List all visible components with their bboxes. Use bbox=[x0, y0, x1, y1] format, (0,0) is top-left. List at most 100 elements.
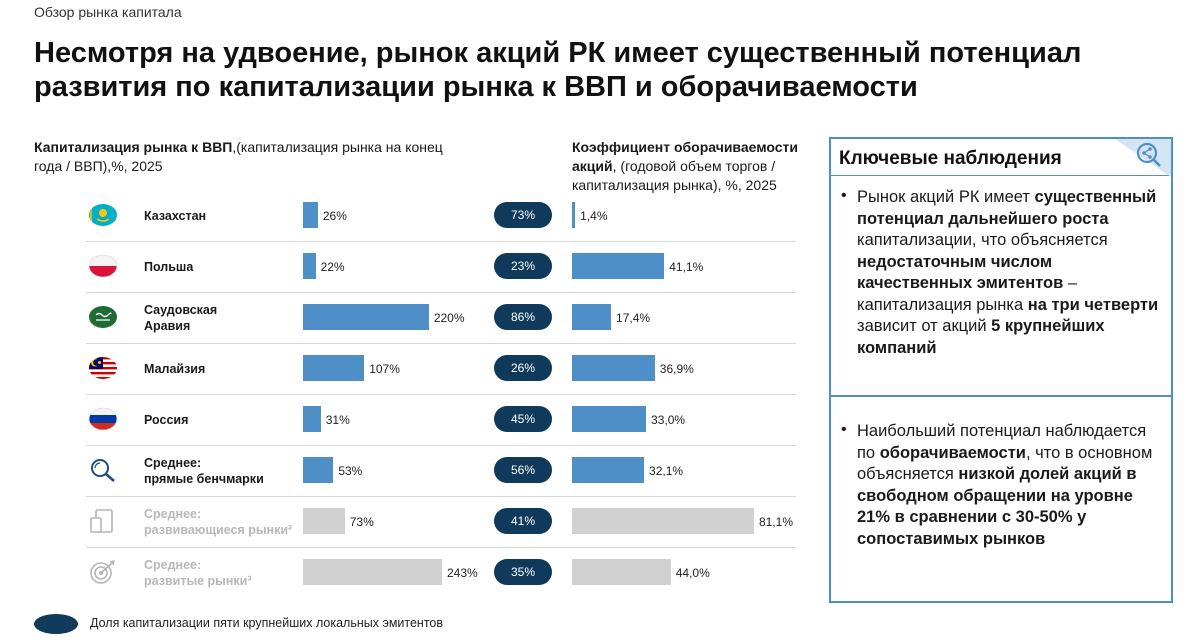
observation-fragment: Наибольший потенциал наблюдается по bbox=[857, 422, 1147, 462]
capitalization-bar bbox=[303, 457, 334, 483]
turnover-bar bbox=[572, 202, 576, 228]
row-label-line2: развитые рынки³ bbox=[144, 573, 252, 588]
group-1-bar: 1 bbox=[43, 356, 55, 379]
turnover-value-label: 81,1% bbox=[759, 514, 794, 529]
turnover-value-label: 17,4% bbox=[616, 310, 651, 325]
left-chart-subtitle: ,(капитализация рынка на конец года / ВВ… bbox=[34, 139, 443, 174]
turnover-bar bbox=[572, 508, 754, 534]
capitalization-value-label: 107% bbox=[369, 361, 400, 376]
left-chart-header: Капитализация рынка к ВВП,(капитализация… bbox=[34, 138, 454, 176]
page-title: Несмотря на удвоение, рынок акций РК име… bbox=[34, 37, 1082, 103]
legend-marker bbox=[34, 614, 78, 634]
row-label-line1: Среднее: bbox=[144, 506, 202, 521]
chart-row: Малайзия 107% 26% 36,9% bbox=[86, 343, 796, 395]
row-label: Россия bbox=[144, 394, 294, 445]
top5-share-pill: 86% bbox=[494, 304, 552, 330]
row-label-line2: Аравия bbox=[144, 318, 191, 333]
right-chart-header: Коэффициент оборачиваемости акций, (годо… bbox=[572, 138, 824, 195]
row-label-line1: Среднее: bbox=[144, 557, 202, 572]
capitalization-value-label: 26% bbox=[322, 208, 347, 223]
top5-share-pill: 23% bbox=[494, 253, 552, 279]
devices-icon bbox=[90, 509, 113, 533]
top5-share-pill: 56% bbox=[494, 457, 552, 483]
row-label-line1: Среднее: bbox=[144, 455, 202, 470]
turnover-bar bbox=[572, 559, 671, 585]
chart-row: Казахстан 26% 73% 1,4% bbox=[86, 190, 796, 242]
row-label-line1: Казахстан bbox=[144, 208, 207, 223]
key-observations-title: Ключевые наблюдения bbox=[839, 148, 1062, 169]
turnover-value-label: 36,9% bbox=[659, 361, 694, 376]
row-label: Польша bbox=[144, 241, 294, 292]
chart-row: Саудовская Аравия 220% 86% 17,4% bbox=[86, 292, 796, 344]
row-label-line1: Малайзия bbox=[144, 361, 206, 376]
left-chart-title: Капитализация рынка к ВВП bbox=[34, 139, 233, 155]
right-chart-subtitle: , (годовой объем торгов / капитализация … bbox=[572, 158, 777, 193]
observation-fragment: недостаточным числом качественных эмитен… bbox=[857, 252, 1064, 293]
turnover-bar bbox=[572, 253, 665, 279]
chart-row: Среднее: развитые рынки³ 243% 35% 44,0% bbox=[86, 547, 796, 598]
turnover-value-label: 44,0% bbox=[675, 565, 710, 580]
capitalization-value-label: 22% bbox=[320, 259, 345, 274]
observation-fragment: Рынок акций РК имеет bbox=[857, 188, 1035, 206]
top5-share-pill: 41% bbox=[494, 508, 552, 534]
chart-row: Польша 22% 23% 41,1% bbox=[86, 241, 796, 293]
observation-fragment: существенный потенциал дальнейшего роста bbox=[857, 188, 1157, 228]
turnover-bar bbox=[572, 355, 655, 381]
row-label: Среднее: развивающиеся рынки² bbox=[144, 496, 294, 547]
capitalization-bar bbox=[303, 304, 429, 330]
capitalization-bar bbox=[303, 508, 345, 534]
observation-text-2: Наибольший потенциал наблюдается по обор… bbox=[857, 421, 1163, 550]
capitalization-value-label: 31% bbox=[325, 412, 350, 427]
observation-fragment: – капитализация рынка bbox=[857, 274, 1078, 314]
top5-share-pill: 26% bbox=[494, 355, 552, 381]
poland-flag bbox=[88, 254, 118, 278]
kazakhstan-flag bbox=[89, 204, 117, 226]
row-label: Среднее: развитые рынки³ bbox=[144, 547, 294, 598]
malaysia-flag bbox=[89, 357, 117, 379]
search-share-icon bbox=[1136, 142, 1161, 167]
russia-flag bbox=[88, 407, 118, 431]
observation-block-1: • Рынок акций РК имеет существенный поте… bbox=[831, 175, 1171, 397]
capitalization-value-label: 53% bbox=[338, 463, 363, 478]
capitalization-value-label: 243% bbox=[447, 565, 478, 580]
section-overline: Обзор рынка капитала bbox=[34, 4, 182, 20]
bullet-dot: • bbox=[841, 421, 847, 438]
magnifier-icon bbox=[91, 459, 115, 482]
chart-row: Среднее: развивающиеся рынки² 73% 41% 81,1% bbox=[86, 496, 796, 548]
chart-row: Россия 31% 45% 33,0% bbox=[86, 394, 796, 446]
turnover-value-label: 32,1% bbox=[649, 463, 684, 478]
capitalization-bar bbox=[303, 559, 442, 585]
turnover-bar bbox=[572, 304, 612, 330]
observation-fragment: капитализации, что объясняется bbox=[857, 231, 1108, 249]
observation-fragment: оборачиваемости bbox=[879, 443, 1026, 462]
bullet-dot: • bbox=[841, 187, 847, 204]
saudi-arabia-flag bbox=[89, 306, 117, 328]
row-label: Среднее: прямые бенчмарки bbox=[144, 445, 294, 496]
key-observations-panel: Ключевые наблюдения • Рынок акций РК име… bbox=[829, 137, 1173, 603]
target-icon bbox=[90, 560, 115, 584]
observation-text-1: Рынок акций РК имеет существенный потенц… bbox=[857, 187, 1163, 359]
turnover-value-label: 41,1% bbox=[669, 259, 704, 274]
observation-fragment: , что в основном объясняется bbox=[857, 443, 1153, 484]
chart-row: Среднее: прямые бенчмарки 53% 56% 32,1% bbox=[86, 445, 796, 497]
turnover-value-label: 1,4% bbox=[580, 208, 608, 223]
capitalization-value-label: 73% bbox=[349, 514, 374, 529]
observation-fragment: низкой долей акций в свободном обращении… bbox=[857, 465, 1137, 548]
group-2-bar: 2 bbox=[43, 537, 55, 559]
top5-share-pill: 35% bbox=[494, 559, 552, 585]
row-label-line1: Россия bbox=[144, 412, 189, 427]
observation-fragment: 5 крупнейших компаний bbox=[857, 317, 1105, 357]
row-label-line1: Польша bbox=[144, 259, 194, 274]
row-label-line1: Саудовская bbox=[144, 302, 218, 317]
row-label-line2: прямые бенчмарки bbox=[144, 471, 264, 486]
right-chart-title: Коэффициент оборачиваемости акций bbox=[572, 139, 799, 174]
turnover-bar bbox=[572, 457, 645, 483]
observation-fragment: зависит от акций bbox=[857, 317, 992, 335]
capitalization-bar bbox=[303, 355, 365, 381]
top5-share-pill: 73% bbox=[494, 202, 552, 228]
capitalization-value-label: 220% bbox=[433, 310, 465, 325]
turnover-value-label: 33,0% bbox=[651, 412, 686, 427]
row-label: Саудовская Аравия bbox=[144, 292, 294, 343]
observation-fragment: на три четверти bbox=[1027, 295, 1159, 314]
key-observations-header: Ключевые наблюдения bbox=[831, 139, 1171, 177]
